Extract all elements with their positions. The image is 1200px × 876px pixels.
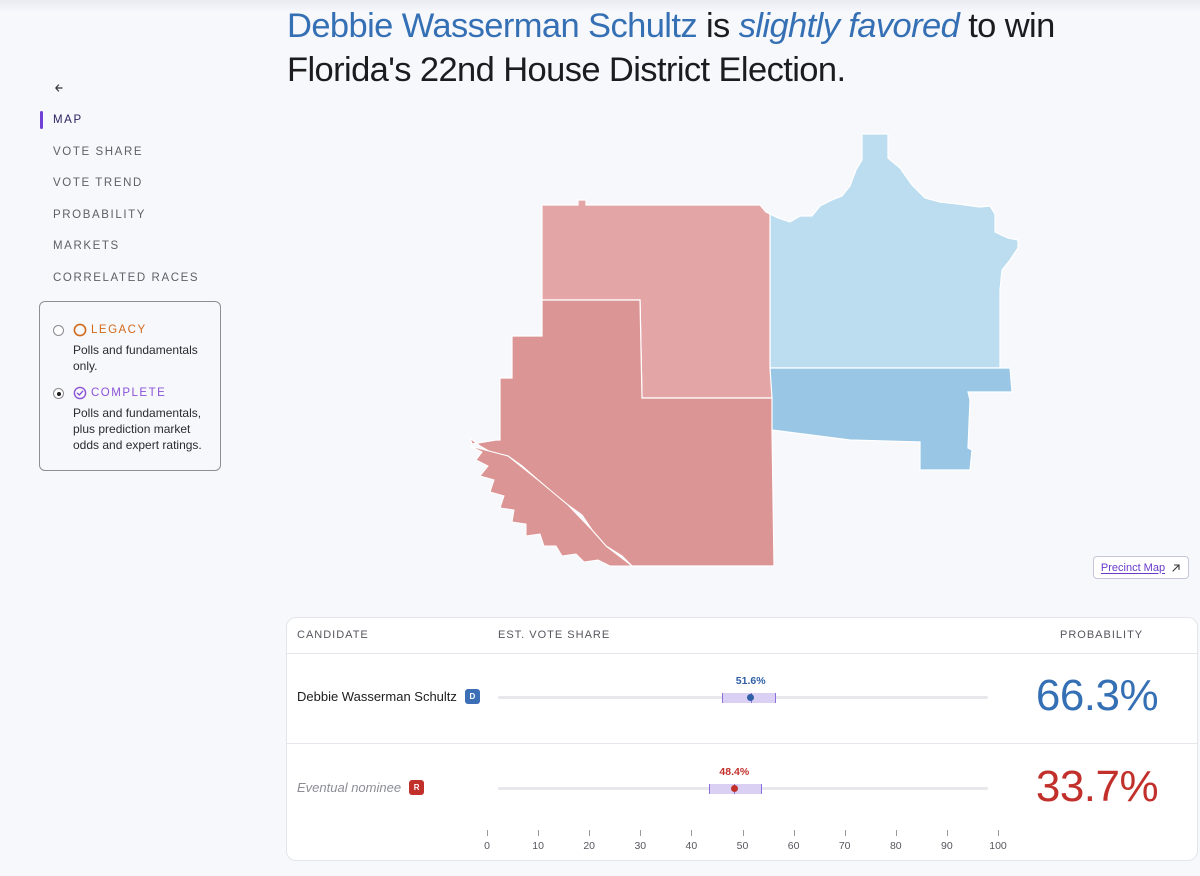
top-fade [0,0,1200,12]
axis-tick [640,830,642,836]
arrow-left-icon [55,84,63,92]
legacy-description: Polls and fundamentals only. [73,343,198,373]
axis-tick [691,830,693,836]
axis-tick-label: 60 [787,840,800,852]
axis-tick-label: 90 [941,840,953,852]
nav-item-probability[interactable]: PROBABILITY [53,208,147,221]
map-region-dem-south[interactable] [769,367,1013,471]
circle-icon [73,323,87,337]
axis-tick-label: 80 [889,840,902,852]
party-badge: R [409,780,425,795]
page-title: Debbie Wasserman Schultz is slightly fav… [287,4,1187,92]
axis-tick-label: 70 [838,840,851,852]
external-arrow-icon [1172,563,1180,572]
legacy-radio[interactable] [53,325,64,336]
section-nav: MAP VOTE SHARE VOTE TREND PROBABILITY MA… [40,110,240,300]
axis-tick [487,830,488,836]
vote-share-axis: 0 10 20 30 40 50 60 70 80 90 100 [484,830,1007,860]
back-button[interactable] [52,80,68,96]
candidate-name[interactable]: Debbie Wasserman Schultz [297,689,457,704]
candidate-table: CANDIDATE EST. VOTE SHARE PROBABILITY De… [286,617,1198,861]
vote-share-point[interactable] [730,785,738,792]
complete-title: COMPLETE [91,387,167,399]
map-region-dem-north[interactable] [769,133,1019,369]
nav-item-vote-share[interactable]: VOTE SHARE [53,145,144,158]
headline-rest: to win Florida's 22nd House District Ele… [287,7,1055,89]
nav-item-map[interactable]: MAP [40,110,240,142]
headline-qualifier: slightly favored [738,7,960,45]
vote-share-point[interactable] [747,694,755,701]
map-coastline [469,445,634,567]
row-divider [287,743,1197,744]
nav-item-vote-trend[interactable]: VOTE TREND [53,177,143,190]
model-selector: LEGACY Polls and fundamentals only. COMP… [39,301,221,471]
axis-tick [589,830,591,836]
headline-is: is [697,7,739,45]
vote-share-label: 48.4% [719,766,750,778]
axis-tick [946,830,948,836]
win-probability: 66.3% [1035,671,1159,720]
axis-tick [844,830,846,836]
header-vote-share: EST. VOTE SHARE [498,629,611,641]
complete-radio[interactable] [53,388,64,399]
legacy-title: LEGACY [91,324,147,336]
candidate-name[interactable]: Eventual nominee [297,780,402,795]
precinct-map-label: Precinct Map [1100,561,1166,574]
axis-tick [742,830,744,836]
header-probability: PROBABILITY [1060,629,1144,641]
axis-tick [793,830,795,836]
header-divider [287,653,1197,654]
win-probability: 33.7% [1035,762,1159,811]
axis-tick [895,830,897,836]
check-circle-icon [73,386,87,400]
axis-tick-label: 30 [634,840,647,852]
axis-tick-label: 10 [532,840,544,852]
axis-tick-label: 0 [484,840,490,852]
nav-item-markets[interactable]: MARKETS [53,240,120,253]
axis-tick-label: 20 [583,840,596,852]
axis-tick-label: 100 [989,840,1007,852]
precinct-map-button[interactable]: Precinct Map [1093,556,1189,579]
axis-tick-label: 50 [736,840,749,852]
district-map[interactable] [460,130,1030,575]
axis-tick [998,830,999,836]
party-badge: D [464,689,480,704]
vote-share-label: 51.6% [735,675,766,687]
complete-description: Polls and fundamentals, plus prediction … [73,406,202,452]
headline-candidate: Debbie Wasserman Schultz [287,7,698,45]
axis-tick [538,830,540,836]
header-candidate: CANDIDATE [297,629,369,641]
nav-item-correlated-races[interactable]: CORRELATED RACES [53,271,200,284]
axis-tick-label: 40 [685,840,698,852]
